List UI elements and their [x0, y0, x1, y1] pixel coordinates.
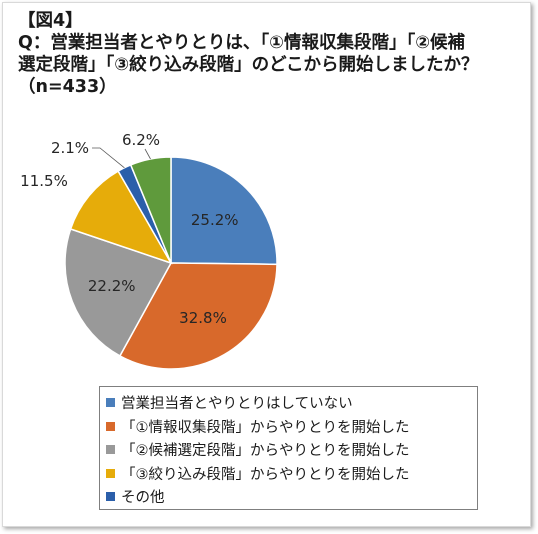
legend-label: 「②候補選定段階」からやりとりを開始した [121, 443, 410, 460]
pie-slice [170, 156, 278, 266]
legend-label: その他 [121, 490, 165, 507]
title-line-2: Q：営業担当者とやりとりは、「①情報収集段階」「②候補 [18, 33, 466, 53]
pie-slice [118, 262, 278, 370]
pie-slice [64, 228, 173, 357]
leader-line [92, 147, 125, 169]
title-line-3: 選定段階」「③絞り込み段階」のどこから開始しましたか？ [18, 55, 479, 75]
chart-title: 【図4】 Q：営業担当者とやりとりは、「①情報収集段階」「②候補 選定段階」「③… [18, 10, 523, 98]
legend: 営業担当者とやりとりはしていない 「①情報収集段階」からやりとりを開始した 「②… [99, 386, 478, 510]
legend-item: 「②候補選定段階」からやりとりを開始した [106, 438, 477, 462]
legend-item: 「①情報収集段階」からやりとりを開始した [106, 415, 477, 439]
legend-label: 「①情報収集段階」からやりとりを開始した [121, 419, 410, 436]
leader-line [144, 148, 151, 160]
title-line-4: （n=433） [18, 77, 117, 97]
data-label: 32.8% [179, 309, 227, 327]
data-label: 22.2% [88, 277, 136, 295]
data-label: 2.1% [51, 139, 89, 157]
legend-swatch [106, 445, 115, 455]
legend-label: 「③絞り込み段階」からやりとりを開始した [121, 466, 410, 483]
pie-slice [129, 156, 172, 264]
legend-item: その他 [106, 485, 477, 509]
data-label: 6.2% [122, 131, 160, 149]
legend-item: 営業担当者とやりとりはしていない [106, 391, 477, 415]
data-label: 25.2% [191, 211, 239, 229]
legend-swatch [106, 421, 115, 431]
pie-slice [69, 170, 173, 265]
legend-swatch [106, 468, 115, 478]
legend-swatch [106, 492, 115, 502]
data-label: 11.5% [20, 172, 68, 190]
legend-item: 「③絞り込み段階」からやりとりを開始した [106, 462, 477, 486]
legend-swatch [106, 398, 115, 408]
title-line-1: 【図4】 [18, 11, 83, 31]
legend-label: 営業担当者とやりとりはしていない [121, 396, 353, 413]
